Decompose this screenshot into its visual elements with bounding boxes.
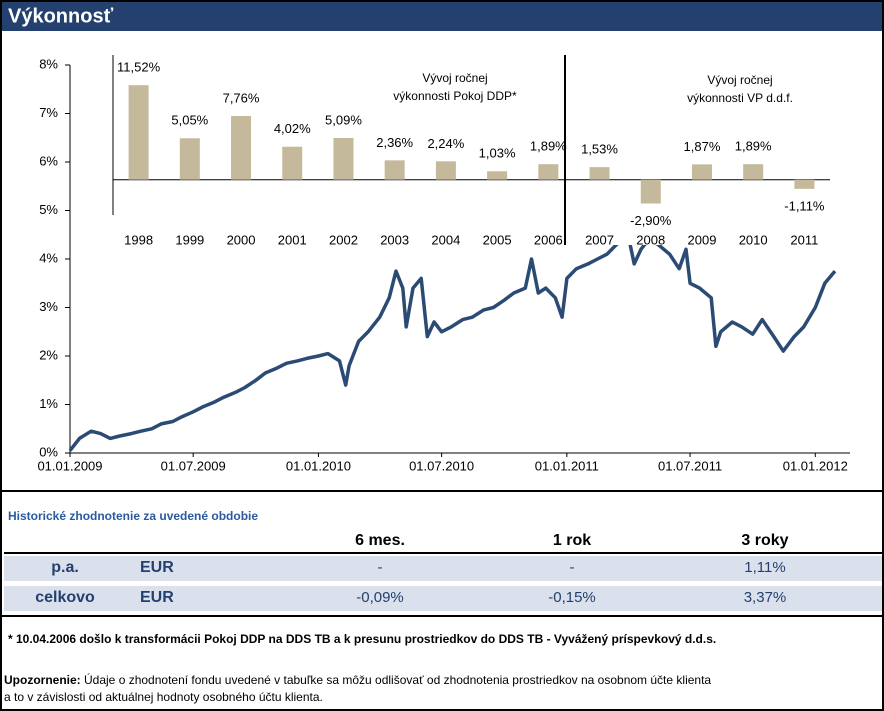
bar-label: 11,52% bbox=[117, 60, 161, 75]
header-title: Výkonnosť bbox=[8, 5, 114, 27]
y-tick-label: 1% bbox=[39, 396, 58, 411]
x-tick-label: 2010 bbox=[739, 232, 768, 247]
bar-label: 2,36% bbox=[376, 135, 413, 150]
y-tick-label: 6% bbox=[39, 153, 58, 168]
bar-label: 1,53% bbox=[581, 142, 618, 157]
bar bbox=[743, 164, 764, 180]
bar-label: 1,03% bbox=[479, 146, 516, 161]
bar-label: -2,90% bbox=[630, 213, 672, 228]
x-tick-label: 2011 bbox=[790, 232, 818, 247]
y-tick-label: 3% bbox=[39, 299, 58, 314]
annotation: Vývoj ročnej bbox=[422, 71, 487, 85]
x-tick-label: 2009 bbox=[688, 232, 717, 247]
y-tick-label: 7% bbox=[39, 105, 58, 120]
x-tick-label: 01.01.2011 bbox=[535, 458, 599, 473]
x-tick-label: 01.07.2011 bbox=[658, 458, 722, 473]
row-label: p.a. bbox=[51, 559, 79, 576]
bar bbox=[231, 116, 252, 180]
bar-label: 5,05% bbox=[171, 113, 208, 128]
footnote: * 10.04.2006 došlo k transformácii Pokoj… bbox=[8, 632, 716, 646]
annotation: výkonnosti Pokoj DDP* bbox=[393, 89, 517, 103]
cell: -0,15% bbox=[548, 589, 596, 606]
bar bbox=[384, 160, 405, 180]
y-tick-label: 5% bbox=[39, 202, 58, 217]
warning-text: Údaje o zhodnotení fondu uvedené v tabuľ… bbox=[81, 672, 712, 687]
bar bbox=[538, 164, 559, 180]
x-tick-label: 01.07.2009 bbox=[161, 458, 226, 473]
bar bbox=[128, 85, 149, 180]
x-tick-label: 2001 bbox=[278, 232, 307, 247]
y-tick-label: 4% bbox=[39, 250, 58, 265]
column-header: 3 roky bbox=[741, 532, 788, 549]
bar bbox=[333, 137, 354, 180]
warning-text: a to v závislosti od aktuálnej hodnoty o… bbox=[4, 690, 323, 704]
bar-label: 1,89% bbox=[735, 139, 772, 154]
bar bbox=[179, 138, 200, 180]
cell: - bbox=[570, 559, 575, 576]
x-tick-label: 2003 bbox=[380, 232, 409, 247]
column-header: 6 mes. bbox=[355, 532, 405, 549]
bar-label: -1,11% bbox=[784, 198, 825, 213]
column-header: 1 rok bbox=[553, 532, 591, 549]
bar-label: 1,89% bbox=[530, 139, 567, 154]
x-tick-label: 01.01.2009 bbox=[37, 458, 102, 473]
x-tick-label: 1999 bbox=[175, 232, 204, 247]
bar bbox=[794, 179, 815, 189]
row-band bbox=[4, 586, 884, 611]
bar bbox=[640, 179, 661, 204]
row-band bbox=[4, 556, 884, 581]
bar-label: 1,87% bbox=[684, 139, 721, 154]
x-tick-label: 2000 bbox=[227, 232, 256, 247]
bar bbox=[691, 164, 712, 180]
x-tick-label: 2006 bbox=[534, 232, 563, 247]
row-currency: EUR bbox=[140, 589, 174, 606]
table-title: Historické zhodnotenie za uvedené obdobi… bbox=[8, 509, 258, 523]
x-tick-label: 01.01.2010 bbox=[286, 458, 351, 473]
bar bbox=[435, 161, 456, 180]
y-tick-label: 8% bbox=[39, 56, 58, 71]
annotation: výkonnosti VP d.d.f. bbox=[687, 91, 793, 105]
x-tick-label: 01.01.2012 bbox=[783, 458, 848, 473]
x-tick-label: 2004 bbox=[431, 232, 460, 247]
x-tick-label: 2007 bbox=[585, 232, 614, 247]
line-series bbox=[68, 233, 837, 452]
x-tick-label: 1998 bbox=[124, 232, 153, 247]
cell: 3,37% bbox=[744, 589, 787, 606]
header-bar bbox=[1, 1, 883, 31]
row-currency: EUR bbox=[140, 559, 174, 576]
x-tick-label: 2002 bbox=[329, 232, 358, 247]
bar bbox=[487, 171, 508, 180]
bar bbox=[589, 167, 610, 180]
y-tick-label: 0% bbox=[39, 444, 58, 459]
warning: Upozornenie: Údaje o zhodnotení fondu uv… bbox=[4, 672, 711, 687]
y-tick-label: 2% bbox=[39, 347, 58, 362]
bar-label: 5,09% bbox=[325, 112, 362, 127]
bar-label: 7,76% bbox=[223, 90, 260, 105]
row-label: celkovo bbox=[35, 589, 95, 606]
bar-label: 2,24% bbox=[427, 136, 464, 151]
x-tick-label: 01.07.2010 bbox=[409, 458, 474, 473]
cell: 1,11% bbox=[744, 559, 785, 576]
warning-label: Upozornenie: bbox=[4, 673, 81, 687]
x-tick-label: 2008 bbox=[636, 232, 665, 247]
annotation: Vývoj ročnej bbox=[707, 73, 772, 87]
bar bbox=[282, 146, 303, 180]
x-tick-label: 2005 bbox=[483, 232, 512, 247]
cell: -0,09% bbox=[356, 589, 404, 606]
bar-label: 4,02% bbox=[274, 121, 311, 136]
cell: - bbox=[378, 559, 383, 576]
